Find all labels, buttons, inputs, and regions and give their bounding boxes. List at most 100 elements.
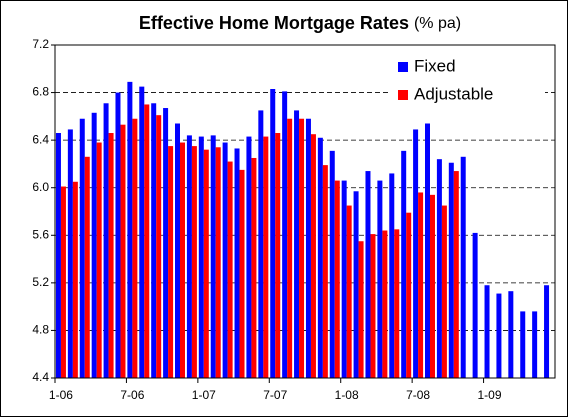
bar	[263, 136, 269, 378]
bar	[163, 108, 169, 379]
legend-swatch	[398, 90, 408, 100]
y-tick-label: 4.4	[32, 370, 49, 384]
bar	[496, 293, 502, 378]
bar	[544, 285, 550, 378]
bar	[425, 123, 430, 378]
bar	[168, 146, 174, 378]
bar	[246, 136, 252, 378]
bar	[472, 232, 478, 378]
bar	[175, 123, 180, 378]
bar	[334, 180, 340, 378]
bar	[430, 194, 435, 378]
bar	[484, 285, 490, 378]
x-tick-label: 1-06	[49, 388, 73, 402]
bar	[305, 118, 311, 378]
bar	[370, 234, 376, 378]
bar	[294, 110, 300, 379]
bar	[222, 142, 228, 378]
bar	[115, 92, 121, 379]
x-tick-label: 7-07	[263, 388, 287, 402]
bar	[198, 136, 204, 378]
bar	[203, 149, 209, 378]
bar	[251, 157, 257, 378]
bar	[282, 91, 288, 378]
bar	[460, 156, 466, 378]
title-unit: (% pa)	[414, 15, 461, 32]
bar	[215, 147, 221, 378]
bar	[270, 89, 276, 378]
bar	[317, 137, 323, 378]
legend-box	[390, 53, 545, 109]
bar	[139, 86, 145, 378]
y-tick-label: 6.0	[32, 180, 49, 194]
bar	[156, 115, 162, 379]
bar	[436, 159, 442, 378]
bar	[144, 104, 150, 378]
bar	[151, 103, 157, 379]
bar	[520, 311, 526, 378]
bar	[84, 156, 90, 378]
bar	[353, 191, 359, 378]
bar	[103, 103, 109, 379]
bar	[382, 230, 388, 378]
bar	[389, 173, 395, 378]
bar	[210, 135, 216, 378]
bar	[275, 133, 281, 378]
x-tick-label: 1-08	[335, 388, 359, 402]
legend-label: Adjustable	[414, 84, 493, 103]
y-tick-label: 4.8	[32, 323, 49, 337]
bar	[299, 118, 305, 378]
bar	[508, 291, 514, 378]
bar	[239, 169, 245, 378]
bar	[132, 118, 138, 378]
bar	[60, 186, 66, 378]
bar	[127, 81, 133, 378]
bar	[55, 133, 61, 378]
bar	[358, 241, 364, 378]
bar	[79, 118, 85, 378]
bar	[91, 112, 97, 379]
bar	[401, 150, 407, 378]
bar	[258, 110, 264, 379]
legend-label: Fixed	[414, 56, 456, 75]
title-main: Effective Home Mortgage Rates	[139, 13, 409, 33]
x-tick-label: 1-09	[478, 388, 502, 402]
bar	[394, 229, 400, 378]
y-tick-label: 5.2	[32, 275, 49, 289]
bar	[418, 192, 424, 378]
bar	[287, 118, 293, 378]
bar	[329, 150, 335, 378]
bar	[180, 142, 185, 378]
chart-title: Effective Home Mortgage Rates (% pa)	[139, 13, 461, 33]
bar	[377, 180, 383, 378]
bar	[441, 205, 447, 378]
bar	[413, 129, 419, 378]
y-tick-label: 6.8	[32, 85, 49, 99]
x-tick-label: 1-07	[192, 388, 216, 402]
bar	[341, 180, 347, 378]
bar	[453, 171, 459, 378]
bar	[406, 212, 412, 378]
bar	[67, 129, 73, 378]
bar	[108, 133, 114, 378]
plot-border	[54, 44, 556, 379]
bar	[186, 135, 192, 378]
bar	[191, 146, 197, 378]
bar	[120, 124, 126, 378]
y-tick-label: 6.4	[32, 132, 49, 146]
bar	[532, 311, 538, 378]
bar	[234, 148, 240, 378]
bar	[72, 181, 78, 378]
legend-swatch	[398, 62, 408, 72]
bar	[227, 161, 233, 378]
bar	[365, 171, 371, 378]
bar	[96, 142, 102, 378]
y-tick-label: 7.2	[32, 37, 49, 51]
bar	[310, 134, 316, 378]
bar	[346, 205, 352, 378]
y-tick-label: 5.6	[32, 227, 49, 241]
bar	[322, 165, 328, 378]
x-tick-label: 7-06	[120, 388, 144, 402]
bar	[448, 162, 454, 378]
